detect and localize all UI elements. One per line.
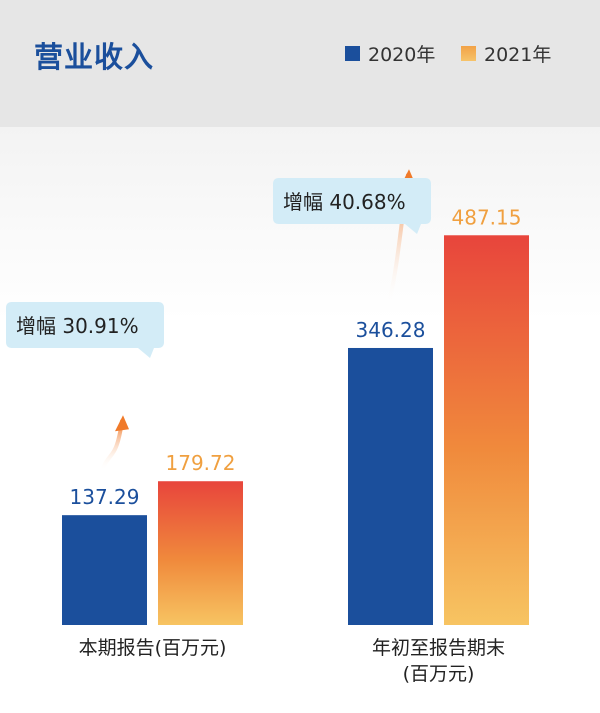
legend-swatch-2021 bbox=[461, 46, 476, 61]
legend-item-2020: 2020年 bbox=[345, 40, 435, 67]
growth-callout-bubble-0 bbox=[6, 302, 164, 358]
growth-callout-text-0: 增幅 30.91% bbox=[16, 314, 139, 338]
legend-item-2021: 2021年 bbox=[461, 40, 551, 67]
growth-callout-bubble-1 bbox=[273, 178, 431, 234]
bar-2020-cat1 bbox=[348, 347, 433, 625]
category-label-0: 本期报告(百万元) bbox=[79, 637, 227, 659]
legend-label-2020: 2020年 bbox=[368, 44, 436, 66]
data-label-2021-cat1: 487.15 bbox=[452, 205, 522, 229]
bar-2020-cat0 bbox=[62, 515, 147, 625]
header-band bbox=[0, 0, 600, 127]
bar-2021-cat0 bbox=[158, 481, 243, 625]
growth-arrowhead-0 bbox=[115, 415, 129, 432]
chart-title: 营业收入 bbox=[34, 40, 155, 74]
category-label-1-line0: 年初至报告期末 bbox=[372, 637, 505, 659]
category-label-1-line1: (百万元) bbox=[403, 663, 475, 685]
data-label-2020-cat1: 346.28 bbox=[356, 318, 426, 342]
legend-label-2021: 2021年 bbox=[484, 44, 552, 66]
bar-2021-cat1 bbox=[444, 235, 529, 625]
legend-swatch-2020 bbox=[345, 46, 360, 61]
data-label-2020-cat0: 137.29 bbox=[70, 485, 140, 509]
data-label-2021-cat0: 179.72 bbox=[166, 451, 236, 475]
growth-callout-text-1: 增幅 40.68% bbox=[283, 190, 406, 214]
growth-arrow-0 bbox=[100, 419, 124, 473]
